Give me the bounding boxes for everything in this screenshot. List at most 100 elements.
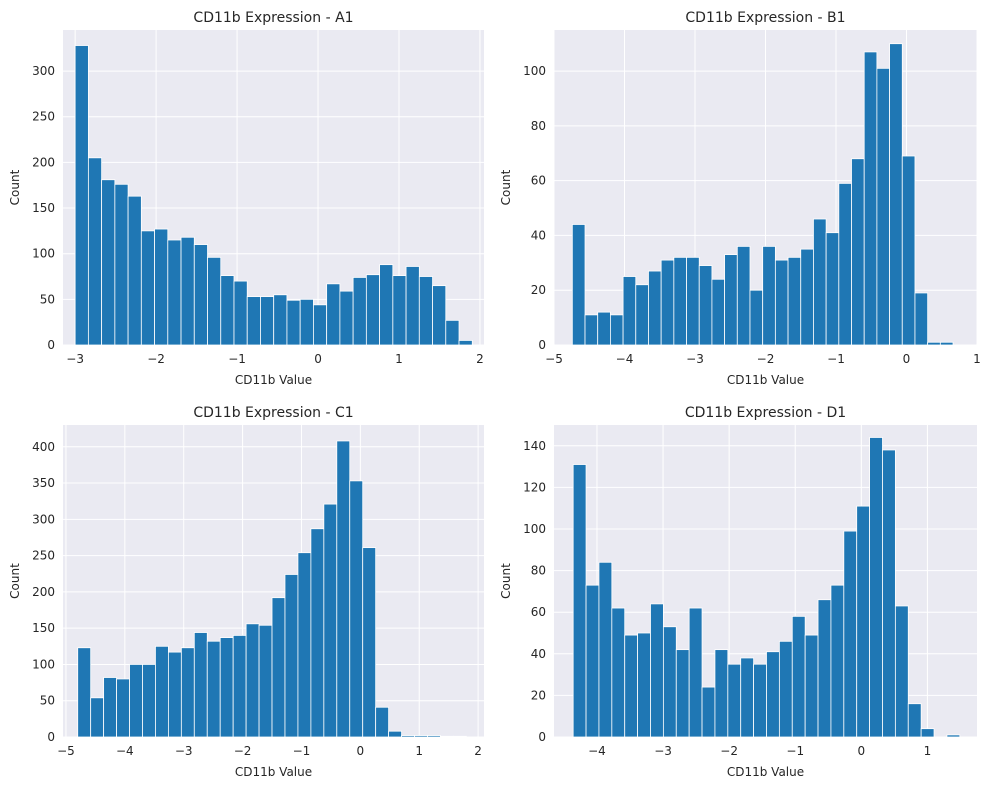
y-tick-label: 150: [32, 621, 55, 635]
x-tick-label: 1: [924, 744, 932, 758]
histogram-bar: [440, 735, 454, 738]
y-tick-label: 0: [47, 730, 55, 744]
x-tick-label: −5: [545, 352, 563, 366]
histogram-bar: [193, 244, 208, 346]
histogram-bar: [375, 706, 390, 738]
histogram-bar: [206, 640, 221, 738]
histogram-bar: [114, 183, 129, 346]
histogram-bar: [336, 440, 351, 738]
histogram-bar: [825, 232, 840, 346]
histogram-bar: [142, 664, 156, 738]
histogram-bar: [701, 686, 716, 738]
histogram-bar: [219, 637, 234, 738]
histogram-bar: [907, 703, 922, 738]
histogram-bar: [584, 314, 599, 346]
histogram-bar: [432, 285, 447, 346]
histogram-bar: [167, 239, 182, 346]
histogram-bar: [427, 735, 441, 738]
y-tick-label: 100: [523, 522, 546, 536]
x-tick-label: −2: [234, 744, 252, 758]
x-axis-label: CD11b Value: [727, 373, 804, 387]
histogram-bar: [597, 311, 611, 346]
histogram-bar: [154, 228, 169, 346]
histogram-bar: [101, 179, 116, 346]
y-tick-label: 50: [40, 292, 55, 306]
y-tick-label: 300: [32, 512, 55, 526]
histogram-bar: [310, 528, 325, 738]
histogram-bar: [246, 296, 261, 346]
x-tick-label: −1: [228, 352, 246, 366]
y-tick-label: 40: [531, 647, 546, 661]
x-tick-label: 1: [415, 744, 423, 758]
histogram-bar: [791, 615, 806, 738]
histogram-bar: [379, 264, 394, 346]
x-tick-label: −1: [786, 744, 804, 758]
chart-panel-c1: −5 −4 −3 −2 −1 0 1 2 0 50 100 150 200 250 300 350 400 CD1…: [8, 405, 484, 779]
y-tick-label: 20: [531, 688, 546, 702]
histogram-bar: [889, 43, 903, 346]
histogram-bar: [245, 623, 260, 738]
y-axis-label: Count: [8, 169, 22, 205]
histogram-bar: [624, 634, 639, 738]
chart-panel-a1: −3 −2 −1 0 1 2 0 50 100 150 200 250 300 CD11b Express…: [8, 10, 484, 387]
histogram-bar: [326, 283, 341, 346]
histogram-bar: [365, 274, 381, 346]
x-tick-label: −3: [654, 744, 672, 758]
histogram-bar: [418, 276, 433, 346]
histogram-bar: [882, 449, 896, 738]
x-tick-label: −5: [57, 744, 75, 758]
y-tick-label: 0: [538, 730, 546, 744]
histogram-bar: [838, 182, 852, 346]
histogram-bar: [299, 298, 314, 346]
histogram-bar: [273, 294, 288, 346]
x-tick-label: 1: [973, 352, 981, 366]
histogram-bar: [388, 730, 402, 738]
y-tick-label: 200: [32, 155, 55, 169]
y-tick-label: 200: [32, 585, 55, 599]
histogram-bar: [650, 603, 664, 738]
histogram-bar: [869, 437, 883, 738]
x-tick-label: −4: [588, 744, 606, 758]
histogram-bar: [766, 651, 780, 738]
x-tick-label: −2: [720, 744, 738, 758]
chart-title: CD11b Expression - C1: [193, 405, 353, 421]
histogram-bar: [352, 277, 367, 346]
histogram-bar: [876, 67, 890, 346]
histogram-bar: [753, 663, 767, 738]
histogram-bar: [445, 319, 460, 346]
histogram-bar: [736, 245, 751, 346]
x-tick-label: −3: [175, 744, 193, 758]
histogram-bar: [675, 649, 690, 738]
histogram-bar: [167, 651, 182, 738]
x-tick-label: −4: [616, 352, 634, 366]
y-tick-label: 80: [531, 119, 546, 133]
y-tick-label: 400: [32, 440, 55, 454]
y-tick-label: 60: [531, 605, 546, 619]
histogram-bar: [804, 634, 819, 738]
histogram-bar: [749, 289, 764, 346]
x-axis-label: CD11b Value: [727, 765, 804, 779]
y-tick-label: 100: [32, 247, 55, 261]
histogram-bar: [180, 647, 195, 738]
histogram-bar: [946, 734, 961, 738]
histogram-bar: [830, 584, 845, 738]
histogram-bar: [660, 259, 675, 346]
histogram-bar: [610, 314, 624, 346]
histogram-bar: [800, 248, 814, 346]
y-tick-label: 140: [523, 439, 546, 453]
histogram-bar: [598, 561, 613, 738]
histogram-bar: [193, 632, 208, 738]
y-tick-label: 300: [32, 64, 55, 78]
chart-title: CD11b Expression - B1: [685, 10, 845, 26]
histogram-bar: [901, 155, 916, 346]
histogram-bar: [920, 728, 935, 738]
histogram-bar: [622, 276, 637, 346]
y-tick-label: 120: [523, 480, 546, 494]
histogram-bar: [572, 464, 587, 738]
histogram-bar: [258, 624, 273, 738]
histogram-bar: [894, 605, 909, 738]
histogram-bar: [180, 236, 195, 346]
histogram-bar: [686, 256, 700, 346]
